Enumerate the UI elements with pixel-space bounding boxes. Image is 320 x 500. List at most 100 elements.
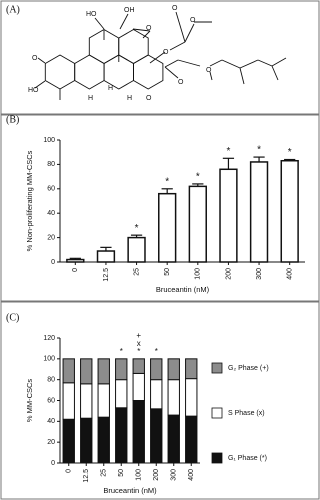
bar-segment — [80, 358, 93, 385]
bond — [132, 28, 151, 32]
bar — [280, 159, 299, 263]
atom: O — [190, 17, 196, 24]
x-tick-label: 12.5 — [103, 268, 110, 282]
bar-segment — [167, 358, 180, 381]
ring — [74, 54, 105, 90]
annotation: * — [288, 147, 292, 158]
atom: O — [206, 67, 212, 74]
bar-segment — [62, 358, 75, 384]
bond — [149, 51, 166, 64]
bar-segment — [167, 379, 180, 416]
panel-frame — [0, 301, 320, 500]
atom: O — [163, 49, 169, 56]
y-tick-label: 20 — [47, 439, 55, 446]
atom: O — [178, 79, 184, 86]
bar-segment — [167, 414, 180, 464]
bar-segment — [185, 415, 198, 464]
atom: HO — [86, 11, 97, 18]
bar-segment — [150, 408, 163, 464]
x-tick-label: 0 — [72, 268, 79, 272]
bar-segment — [97, 416, 110, 464]
bond — [169, 41, 186, 51]
atom: H — [127, 95, 132, 102]
bond — [184, 23, 195, 43]
x-tick-label: 300 — [256, 268, 263, 280]
x-tick-label: 400 — [188, 469, 195, 481]
bar — [96, 250, 116, 263]
bar-segment — [62, 382, 75, 420]
x-axis-label: Bruceantin (nM) — [156, 285, 210, 294]
legend-label: G₂ Phase (+) — [228, 365, 269, 372]
bond — [257, 59, 273, 67]
bond — [239, 59, 259, 69]
y-tick-label: 80 — [47, 161, 55, 168]
y-axis-label: % Non-proliferating MM-CSCs — [25, 150, 34, 251]
bar — [127, 236, 146, 263]
bar-segment — [115, 379, 128, 409]
bond — [175, 11, 186, 43]
legend-swatch — [211, 362, 223, 374]
y-tick-label: 80 — [47, 377, 55, 384]
bar-segment — [185, 378, 198, 417]
x-tick-label: 50 — [164, 268, 171, 276]
bar-segment — [97, 383, 110, 418]
annotation: + — [136, 331, 141, 340]
bar — [66, 258, 85, 263]
x-tick-label: 12.5 — [83, 469, 90, 483]
bar — [188, 185, 207, 263]
x-tick-label: 400 — [287, 268, 294, 280]
annotation: * — [257, 145, 261, 156]
legend-label: G₁ Phase (*) — [228, 455, 267, 462]
bond — [209, 71, 213, 81]
atom: OH — [124, 7, 135, 14]
bar — [249, 161, 269, 263]
bar-segment — [132, 400, 145, 464]
bond — [94, 17, 105, 30]
bond — [34, 80, 46, 89]
y-tick-label: 60 — [47, 186, 55, 193]
panel-frame — [0, 114, 320, 302]
x-tick-label: 0 — [66, 469, 73, 473]
annotation: * — [135, 223, 139, 234]
y-axis-label: % MM-CSCs — [25, 379, 34, 423]
annotation: * — [196, 172, 200, 183]
panel-label: (B) — [6, 114, 19, 125]
bar-segment — [115, 358, 128, 381]
bond — [164, 59, 179, 68]
bond — [271, 57, 287, 67]
bar-segment — [185, 358, 198, 380]
bar-segment — [150, 379, 163, 410]
bar — [158, 192, 177, 263]
legend-swatch — [211, 407, 223, 419]
structure — [34, 11, 287, 100]
panel-label: (A) — [6, 4, 20, 15]
bar-segment — [97, 358, 110, 385]
x-tick-label: 200 — [153, 469, 160, 481]
bond — [209, 59, 223, 67]
annotation: * — [165, 176, 169, 187]
x-tick-label: 25 — [133, 268, 140, 276]
annotation: * — [120, 347, 123, 356]
atom: O — [146, 95, 152, 102]
panel-frame — [0, 0, 320, 115]
bar-segment — [132, 372, 145, 401]
y-tick-label: 40 — [47, 210, 55, 217]
x-tick-label: 100 — [136, 469, 143, 481]
y-tick-label: 100 — [43, 137, 55, 144]
legend-label: S Phase (x) — [228, 410, 265, 417]
x-tick-label: 100 — [195, 268, 202, 280]
bond — [221, 59, 241, 69]
panel-label: (C) — [6, 312, 19, 323]
y-tick-label: 0 — [51, 460, 55, 467]
bar-segment — [62, 418, 75, 464]
x-tick-label: 300 — [171, 469, 178, 481]
bar-segment — [80, 383, 93, 419]
y-tick-label: 0 — [51, 259, 55, 266]
bond — [164, 66, 179, 79]
y-tick-label: 120 — [43, 335, 55, 342]
bar-segment — [132, 358, 145, 374]
bar-segment — [115, 407, 128, 464]
annotation: * — [137, 347, 140, 356]
atom: H — [108, 85, 113, 92]
